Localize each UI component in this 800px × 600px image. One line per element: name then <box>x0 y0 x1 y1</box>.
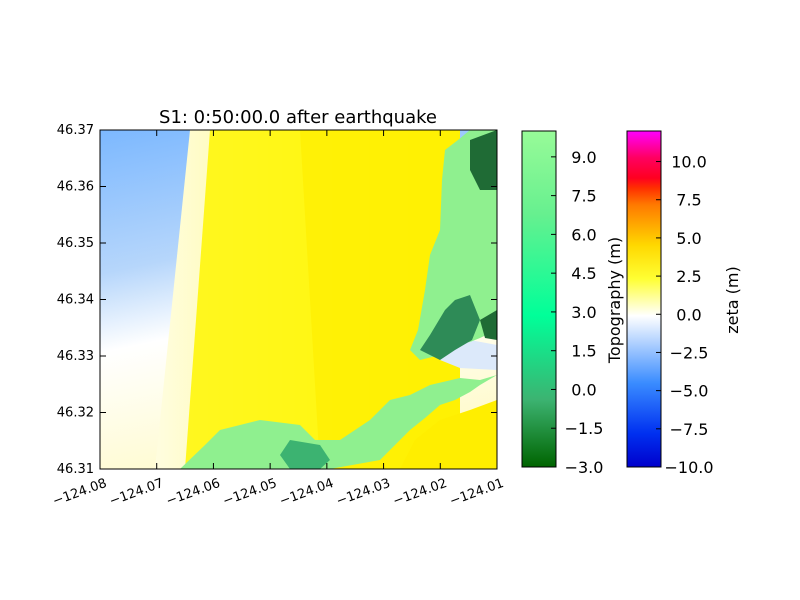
y-tick-label: 46.34 <box>57 293 94 308</box>
colorbar-tick-label: 2.5 <box>676 267 701 286</box>
colorbar-tick-label: −3.0 <box>565 458 604 477</box>
x-tick-label: −124.05 <box>221 476 279 509</box>
colorbar-tick-label: −2.5 <box>670 343 709 362</box>
zeta-colorbar-ticks: −10.0 −7.5 −5.0 −2.5 0.0 2.5 5.0 7.5 10.0 <box>656 153 714 477</box>
x-tick-label: −124.01 <box>448 476 506 509</box>
y-tick-label: 46.32 <box>57 406 94 421</box>
inundation-bay <box>400 400 497 469</box>
colorbar-tick-label: −1.5 <box>565 419 604 438</box>
inundation-deep <box>300 130 460 469</box>
dark-forest-north <box>470 130 497 190</box>
x-tick-label: −124.02 <box>391 476 449 509</box>
y-tick-label: 46.31 <box>57 462 94 477</box>
x-tick-label: −124.03 <box>334 476 392 509</box>
topography-colorbar-ticks: −3.0 −1.5 0.0 1.5 3.0 4.5 6.0 7.5 9.0 <box>551 148 603 477</box>
y-tick-label: 46.33 <box>57 349 94 364</box>
x-tick-label: −124.08 <box>51 476 109 509</box>
y-axis: 46.31 46.32 46.33 46.34 46.35 46.36 46.37 <box>57 123 497 477</box>
zeta-colorbar-label: zeta (m) <box>723 266 742 333</box>
colorbar-tick-label: 7.5 <box>571 187 596 206</box>
dark-forest-east <box>480 310 497 340</box>
zeta-colorbar <box>626 130 662 468</box>
y-tick-label: 46.37 <box>57 123 94 138</box>
colorbar-tick-label: 0.0 <box>676 305 701 324</box>
colorbar-tick-label: −5.0 <box>670 382 709 401</box>
colorbar-tick-label: 4.5 <box>571 264 596 283</box>
lowland-south <box>280 440 330 469</box>
colorbar-tick-label: 6.0 <box>571 225 596 244</box>
land-south <box>180 375 497 469</box>
colorbar-tick-label: 1.5 <box>571 342 596 361</box>
colorbar-tick-label: 0.0 <box>571 380 596 399</box>
chart-title: S1: 0:50:00.0 after earthquake <box>159 107 437 128</box>
x-tick-label: −124.07 <box>107 476 165 509</box>
x-tick-label: −124.06 <box>164 476 222 509</box>
topography-colorbar-label: Topography (m) <box>605 237 624 364</box>
y-tick-label: 46.35 <box>57 236 94 251</box>
map-image <box>100 130 497 469</box>
colorbar-tick-label: 5.0 <box>676 229 701 248</box>
x-tick-label: −124.04 <box>278 476 336 509</box>
colorbar-tick-label: 7.5 <box>676 191 701 210</box>
y-tick-label: 46.36 <box>57 180 94 195</box>
colorbar-tick-label: −10.0 <box>664 458 713 477</box>
colorbar-tick-label: −7.5 <box>670 420 709 439</box>
lowland-green <box>420 295 480 360</box>
topography-colorbar <box>521 130 557 468</box>
land-east <box>410 130 497 360</box>
colorbar-tick-label: 10.0 <box>671 153 707 172</box>
colorbar-tick-label: 3.0 <box>571 303 596 322</box>
colorbar-tick-label: 9.0 <box>571 148 596 167</box>
